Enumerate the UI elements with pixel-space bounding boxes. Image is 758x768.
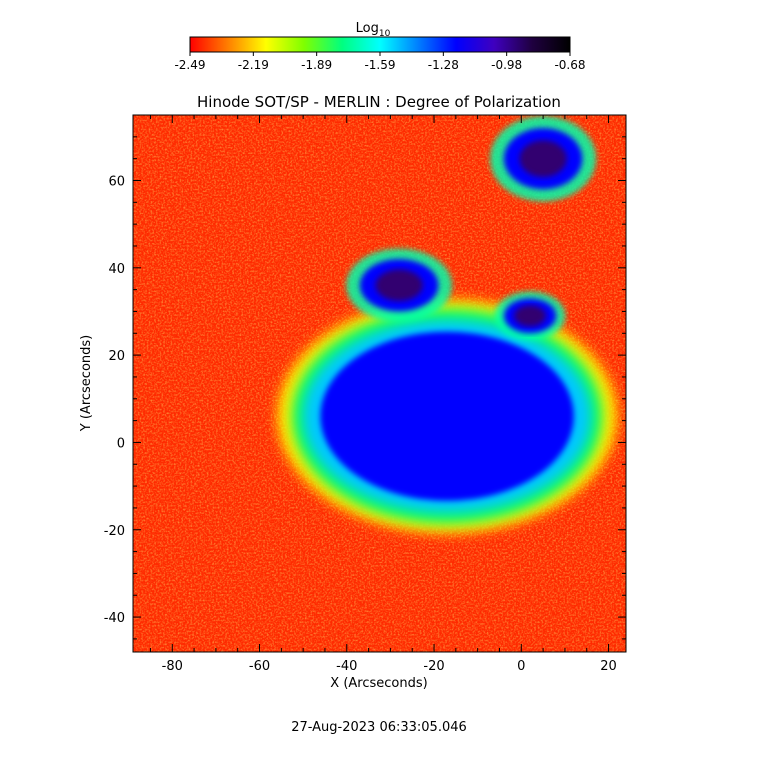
colorbar-tick-label: -1.59 bbox=[364, 58, 395, 72]
heatmap bbox=[133, 115, 626, 652]
y-tick-label: -20 bbox=[104, 524, 125, 539]
x-tick-label: -40 bbox=[336, 659, 357, 674]
heatmap-features bbox=[277, 115, 618, 534]
colorbar-ticks: -2.49 -2.19 -1.89 -1.59 -1.28 -0.98 -0.68 bbox=[174, 52, 586, 72]
y-tick-label: 0 bbox=[117, 436, 125, 451]
y-axis-label: Y (Arcseconds) bbox=[79, 335, 94, 432]
colorbar-tick-label: -2.49 bbox=[174, 58, 205, 72]
x-tick-label: -20 bbox=[423, 659, 444, 674]
pore-core bbox=[519, 140, 567, 177]
x-axis-label: X (Arcseconds) bbox=[330, 676, 427, 691]
colorbar-gradient bbox=[189, 36, 571, 53]
colorbar-title: Log10 bbox=[356, 21, 391, 39]
colorbar-tick-label: -0.68 bbox=[554, 58, 585, 72]
colorbar-tick-label: -2.19 bbox=[238, 58, 269, 72]
y-tick-label: 40 bbox=[108, 262, 125, 277]
colorbar: Log10 -2.49 -2.19 -1.89 -1.59 -1.28 -0.98 -0.6… bbox=[174, 21, 585, 72]
colorbar-tick-label: -1.28 bbox=[428, 58, 459, 72]
x-tick-label: 20 bbox=[600, 659, 617, 674]
pore-core bbox=[375, 269, 423, 301]
axis-ticks: -80 -60 -40 -20 0 20 -40 -20 0 20 40 60 bbox=[104, 114, 626, 674]
timestamp: 27-Aug-2023 06:33:05.046 bbox=[291, 720, 467, 735]
x-tick-label: -60 bbox=[249, 659, 270, 674]
y-tick-label: -40 bbox=[104, 611, 125, 626]
y-tick-label: 60 bbox=[108, 174, 125, 189]
y-tick-label: 20 bbox=[108, 349, 125, 364]
chart-title: Hinode SOT/SP - MERLIN : Degree of Polar… bbox=[197, 93, 561, 111]
colorbar-tick-label: -0.98 bbox=[491, 58, 522, 72]
pore-core bbox=[514, 305, 546, 327]
colorbar-tick-label: -1.89 bbox=[301, 58, 332, 72]
plot-frame bbox=[132, 114, 627, 653]
x-tick-label: -80 bbox=[162, 659, 183, 674]
x-tick-label: 0 bbox=[517, 659, 525, 674]
penumbra-inner bbox=[320, 331, 574, 501]
